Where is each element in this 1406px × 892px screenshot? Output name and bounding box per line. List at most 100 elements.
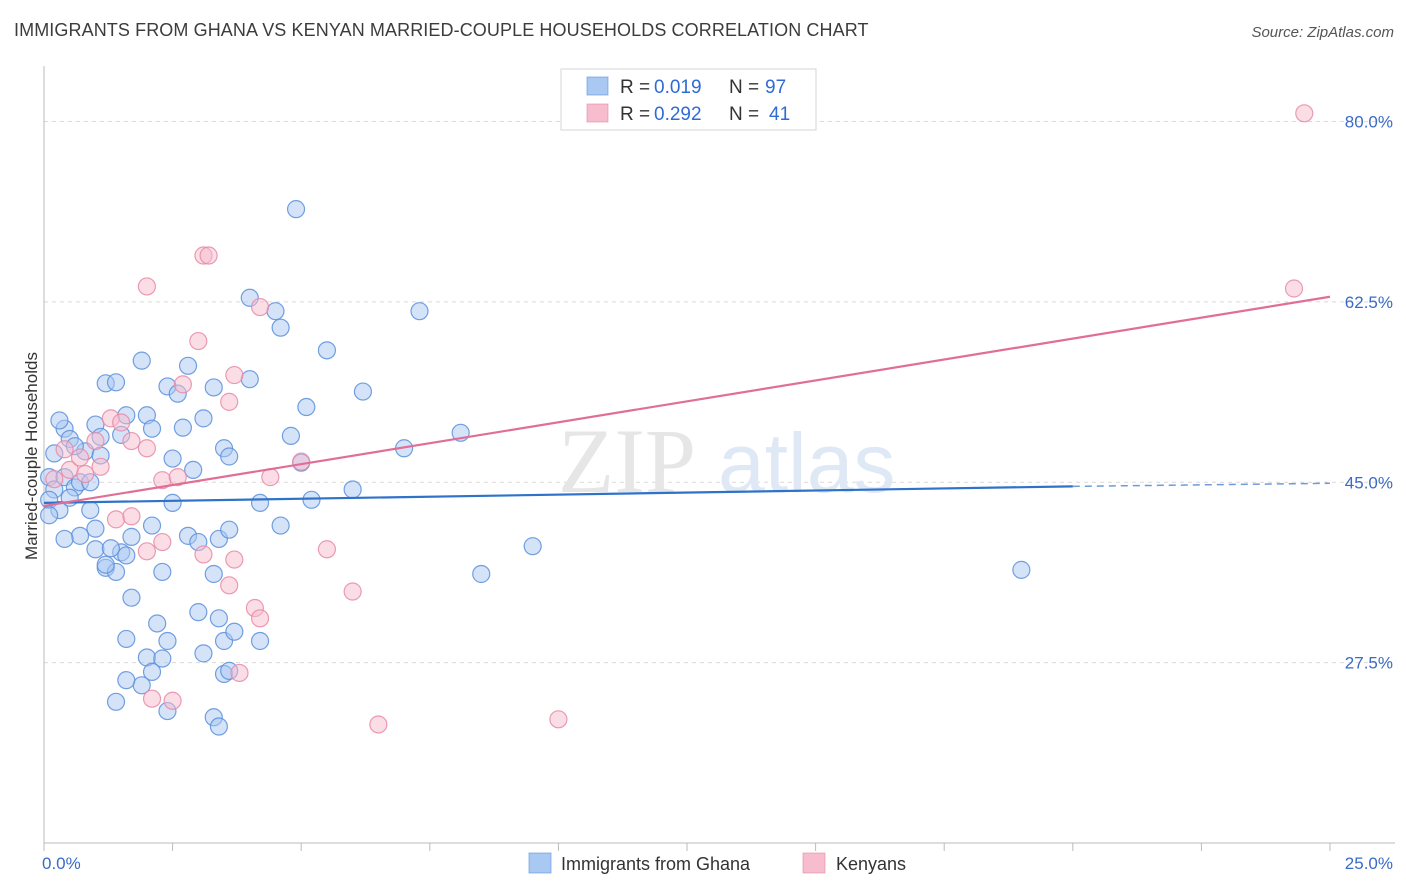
data-point	[132, 351, 151, 370]
data-point	[55, 529, 74, 549]
data-point	[317, 341, 337, 360]
data-point	[225, 550, 244, 569]
legend-n-label-ghana: N =	[729, 77, 759, 98]
legend-r-label-kenyan: R =	[620, 104, 650, 125]
data-point	[137, 277, 156, 296]
data-point	[266, 302, 285, 321]
y-tick-label: 27.5%	[1345, 654, 1393, 673]
data-point	[297, 397, 316, 417]
data-point	[230, 663, 249, 683]
legend-swatch-kenyan	[586, 103, 609, 123]
data-point	[178, 356, 198, 375]
data-point	[106, 510, 126, 529]
data-point	[76, 464, 95, 484]
data-point	[50, 411, 69, 430]
data-point	[184, 460, 203, 479]
data-point	[281, 426, 301, 445]
chart-title: IMMIGRANTS FROM GHANA VS KENYAN MARRIED-…	[14, 20, 869, 40]
data-point	[142, 516, 162, 535]
data-point	[343, 480, 362, 499]
y-tick-label: 80.0%	[1345, 113, 1393, 132]
data-point	[549, 710, 568, 729]
data-point	[250, 493, 270, 512]
data-point	[122, 527, 141, 546]
data-point	[122, 588, 141, 607]
data-point	[523, 537, 542, 556]
data-point	[173, 418, 192, 437]
data-point	[70, 448, 90, 467]
data-point	[86, 540, 105, 559]
data-point	[101, 539, 120, 558]
data-point	[40, 506, 59, 525]
watermark-atlas: atlas	[718, 416, 895, 510]
data-point	[148, 614, 167, 633]
data-point	[250, 631, 270, 651]
data-point	[1012, 560, 1031, 579]
data-point	[112, 413, 131, 432]
data-point	[137, 439, 156, 458]
bottom-legend-swatch-ghana	[528, 852, 552, 874]
watermark-zip: ZIP	[558, 410, 696, 512]
data-point	[302, 490, 321, 509]
data-point	[286, 200, 306, 219]
data-point	[45, 470, 64, 489]
data-point	[204, 378, 223, 397]
legend-n-label-kenyan: N =	[729, 104, 759, 125]
data-point	[153, 562, 172, 582]
data-point	[220, 392, 239, 411]
data-point	[168, 468, 187, 487]
data-point	[1295, 104, 1314, 123]
data-point	[204, 564, 223, 584]
legend-n-value-kenyan: 41	[769, 104, 790, 125]
data-point	[163, 449, 182, 468]
y-axis-title: Married-couple Households	[22, 352, 41, 560]
bottom-legend-swatch-kenyan	[802, 852, 826, 874]
data-point	[410, 302, 429, 321]
data-point	[189, 603, 208, 622]
data-point	[142, 419, 162, 438]
data-point	[173, 375, 192, 394]
data-point	[86, 519, 105, 538]
data-point	[117, 671, 136, 690]
bottom-legend-label-ghana: Immigrants from Ghana	[561, 854, 751, 874]
legend-r-value-kenyan: 0.292	[654, 104, 702, 125]
gridlines	[44, 121, 1395, 664]
data-point	[292, 452, 311, 471]
y-tick-label: 45.0%	[1345, 473, 1393, 492]
legend-swatch-ghana	[586, 76, 609, 96]
data-point	[189, 331, 208, 351]
data-point	[70, 526, 90, 545]
source-label: Source: ZipAtlas.com	[1251, 24, 1394, 41]
trend-lines	[43, 295, 1331, 508]
data-point	[1284, 279, 1304, 298]
data-point	[194, 545, 213, 564]
data-point	[250, 609, 270, 628]
series-kenyan-points	[45, 104, 1314, 734]
data-point	[199, 246, 218, 265]
trend-line-ghana	[43, 485, 1073, 504]
data-point	[142, 662, 162, 682]
data-point	[117, 629, 136, 649]
x-tick-label-min: 0.0%	[42, 854, 81, 873]
data-point	[122, 431, 141, 451]
data-point	[96, 555, 115, 574]
data-point	[225, 365, 244, 385]
data-point	[163, 493, 182, 512]
data-point	[369, 715, 388, 734]
data-point	[55, 440, 74, 459]
data-point	[137, 542, 156, 561]
legend-r-label-ghana: R =	[620, 77, 650, 98]
data-point	[91, 457, 110, 476]
data-point	[86, 431, 105, 451]
legend-box: R = 0.019 N = 97 R = 0.292 N = 41	[560, 68, 817, 131]
y-tick-labels: 27.5% 45.0% 62.5% 80.0%	[1345, 113, 1393, 673]
trend-line-kenyan	[43, 295, 1331, 508]
x-tick-label-max: 25.0%	[1345, 854, 1393, 873]
data-point	[343, 582, 362, 601]
data-point	[106, 692, 126, 711]
data-point	[240, 370, 259, 389]
data-point	[271, 318, 290, 337]
data-point	[225, 622, 244, 641]
y-tick-label: 62.5%	[1345, 293, 1393, 312]
